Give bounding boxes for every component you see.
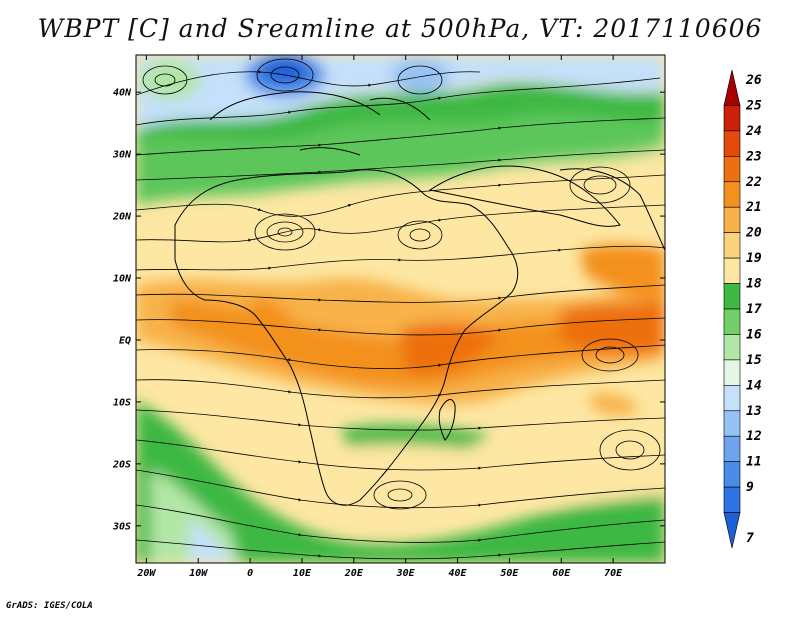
lat-tick-label: 30S	[112, 521, 131, 532]
colorbar-label: 12	[746, 429, 762, 444]
grads-credit: GrADS: IGES/COLA	[6, 601, 93, 611]
lon-tick-label: 20W	[136, 568, 156, 579]
colorbar-swatch	[723, 435, 741, 462]
colorbar-swatch	[723, 206, 741, 233]
colorbar-swatch	[723, 334, 741, 361]
colorbar-swatch-top	[723, 69, 741, 106]
colorbar-label: 26	[745, 73, 762, 88]
lon-tick-label: 30E	[396, 568, 416, 579]
colorbar-label: 22	[745, 175, 762, 190]
lat-tick-label: 20N	[112, 212, 132, 223]
lat-tick-label: EQ	[119, 335, 131, 346]
colorbar-swatch	[723, 461, 741, 488]
colorbar-swatch	[723, 410, 741, 437]
lat-tick-label: 10N	[113, 274, 132, 285]
colorbar-label: 15	[746, 353, 762, 368]
colorbar-swatch	[723, 308, 741, 335]
lat-tick-label: 20S	[112, 459, 131, 470]
colorbar-swatch-bottom	[723, 512, 741, 549]
colorbar-label: 17	[746, 302, 762, 317]
colorbar-swatch	[723, 130, 741, 157]
colorbar-swatch	[723, 283, 741, 310]
lon-tick-label: 60E	[552, 568, 571, 579]
lon-tick-label: 70E	[604, 568, 623, 579]
colorbar-label: 7	[746, 531, 754, 546]
colorbar-label: 11	[746, 455, 762, 470]
colorbar-label: 24	[745, 124, 762, 139]
lon-tick-label: 50E	[500, 568, 519, 579]
lon-tick-label: 20E	[344, 568, 364, 579]
lat-tick-label: 10S	[113, 397, 131, 408]
colorbar-label: 16	[746, 327, 762, 342]
colorbar-label: 25	[745, 98, 762, 113]
longitude-axis: 20W 10W 0 10E 20E 30E 40E 50E 60E 70E	[136, 55, 623, 579]
latitude-axis: 40N 30N 20N 10N EQ 10S 20S 30S	[112, 88, 665, 532]
colorbar-swatch	[723, 257, 741, 284]
coastlines	[174, 91, 665, 506]
colorbar-label: 14	[746, 378, 762, 393]
lon-tick-label: 10E	[293, 568, 312, 579]
colorbar-label: 19	[746, 251, 762, 266]
colorbar-swatch	[723, 105, 741, 132]
lon-tick-label: 40E	[449, 568, 468, 579]
colorbar-label: 21	[745, 200, 762, 215]
colorbar: 26 25 24 23 22 21 20 19 18 17 16 15 14 13 12 11 9 7	[723, 69, 762, 549]
colorbar-label: 13	[746, 404, 762, 419]
map-title: WBPT [C] and Sreamline at 500hPa, VT: 20…	[37, 14, 763, 43]
colorbar-swatch	[723, 359, 741, 386]
colorbar-swatch	[723, 156, 741, 183]
colorbar-label: 23	[745, 149, 762, 164]
lon-tick-label: 10W	[189, 568, 208, 579]
colorbar-label: 20	[745, 226, 762, 241]
streamlines	[136, 58, 665, 560]
colorbar-swatch	[723, 181, 741, 208]
lat-tick-label: 30N	[112, 150, 132, 161]
colorbar-label: 18	[746, 277, 762, 292]
colorbar-label: 9	[746, 480, 754, 495]
colorbar-swatch	[723, 385, 741, 412]
colorbar-swatch	[723, 232, 741, 259]
colorbar-swatch	[723, 486, 741, 513]
wbpt-shading	[136, 55, 665, 563]
lat-tick-label: 40N	[113, 88, 132, 99]
plot-frame	[135, 54, 666, 564]
plot-area	[136, 55, 665, 563]
lon-tick-label: 0	[247, 568, 253, 579]
